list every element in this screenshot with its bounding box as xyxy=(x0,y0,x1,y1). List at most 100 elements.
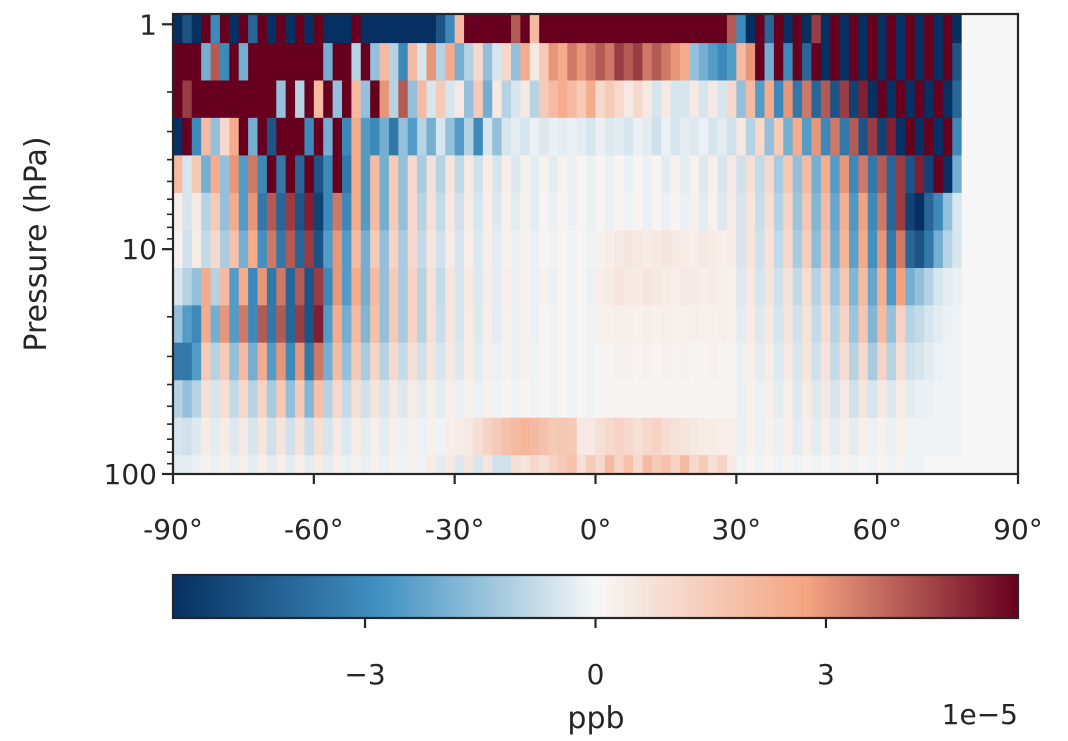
heatmap-cell xyxy=(417,230,428,269)
heatmap-cell xyxy=(680,417,690,456)
heatmap-cell xyxy=(745,117,756,156)
heatmap-cell xyxy=(173,455,183,474)
heatmap-cell xyxy=(933,192,944,231)
heatmap-cell xyxy=(670,14,681,44)
heatmap-cell xyxy=(708,14,719,44)
heatmap-cell xyxy=(210,14,221,44)
heatmap-cell xyxy=(576,117,587,156)
heatmap-cell xyxy=(388,455,399,474)
heatmap-cell xyxy=(576,192,587,231)
heatmap-cell xyxy=(295,267,306,306)
heatmap-cell xyxy=(501,455,512,474)
heatmap-cell xyxy=(370,80,381,119)
heatmap-cell xyxy=(304,80,315,119)
heatmap-cell xyxy=(717,455,728,474)
heatmap-cell xyxy=(773,342,784,381)
heatmap-cell xyxy=(745,80,756,119)
heatmap-cell xyxy=(182,14,193,44)
heatmap-cell xyxy=(482,192,493,231)
heatmap-cell xyxy=(445,305,456,344)
heatmap-cell xyxy=(623,43,634,82)
heatmap-cell xyxy=(961,230,972,269)
heatmap-cell xyxy=(999,267,1010,306)
heatmap-cell xyxy=(191,305,202,344)
heatmap-cell xyxy=(858,417,869,456)
heatmap-cell xyxy=(219,417,230,456)
heatmap-cell xyxy=(229,80,240,119)
heatmap-cell xyxy=(717,230,728,269)
heatmap-cell xyxy=(708,455,719,474)
heatmap-cell xyxy=(323,117,334,156)
heatmap-cell xyxy=(360,417,371,456)
heatmap-cell xyxy=(595,230,606,269)
heatmap-cell xyxy=(464,267,475,306)
heatmap-cell xyxy=(830,192,841,231)
heatmap-cell xyxy=(351,80,362,119)
heatmap-cell xyxy=(295,14,306,44)
heatmap-cell xyxy=(717,155,728,194)
heatmap-cell xyxy=(520,117,531,156)
heatmap-cell xyxy=(764,80,775,119)
colorbar-scale-text: 1e−5 xyxy=(942,698,1018,731)
heatmap-cell xyxy=(764,380,775,419)
heatmap-cell xyxy=(482,14,493,44)
heatmap-cell xyxy=(201,417,212,456)
heatmap-cell xyxy=(792,155,803,194)
heatmap-cell xyxy=(1008,342,1018,381)
heatmap-cell xyxy=(773,230,784,269)
heatmap-cell xyxy=(661,192,672,231)
heatmap-cell xyxy=(473,155,484,194)
heatmap-cell xyxy=(454,417,465,456)
heatmap-cell xyxy=(633,230,644,269)
heatmap-cell xyxy=(811,155,822,194)
heatmap-cell xyxy=(351,417,362,456)
heatmap-cell xyxy=(201,267,212,306)
heatmap-cell xyxy=(435,80,446,119)
heatmap-cell xyxy=(586,230,597,269)
heatmap-cell xyxy=(905,417,916,456)
heatmap-cell xyxy=(417,117,428,156)
heatmap-cell xyxy=(539,117,550,156)
heatmap-cell xyxy=(464,155,475,194)
heatmap-cell xyxy=(529,80,540,119)
heatmap-cell xyxy=(745,192,756,231)
heatmap-cell xyxy=(238,80,249,119)
heatmap-cell xyxy=(867,117,878,156)
heatmap-cell xyxy=(971,117,982,156)
heatmap-cell xyxy=(708,417,719,456)
heatmap-cell xyxy=(614,155,625,194)
x-tick-label: 90° xyxy=(993,513,1043,546)
heatmap-cell xyxy=(219,192,230,231)
heatmap-cell xyxy=(914,14,925,44)
heatmap-cell xyxy=(285,192,296,231)
heatmap-cell xyxy=(689,455,700,474)
heatmap-cell xyxy=(313,342,324,381)
heatmap-cell xyxy=(867,43,878,82)
heatmap-cell xyxy=(473,43,484,82)
heatmap-cell xyxy=(792,43,803,82)
heatmap-cell xyxy=(473,80,484,119)
heatmap-cell xyxy=(567,43,578,82)
heatmap-cell xyxy=(511,230,521,269)
heatmap-cell xyxy=(257,230,268,269)
heatmap-cell xyxy=(248,455,259,474)
heatmap-cell xyxy=(511,342,521,381)
heatmap-cell xyxy=(407,192,418,231)
heatmap-cell xyxy=(501,230,512,269)
heatmap-cell xyxy=(905,43,916,82)
heatmap-cell xyxy=(999,80,1010,119)
heatmap-cell xyxy=(858,192,869,231)
heatmap-cell xyxy=(633,305,644,344)
heatmap-cell xyxy=(229,305,240,344)
heatmap-cell xyxy=(755,305,766,344)
heatmap-cell xyxy=(773,43,784,82)
heatmap-cell xyxy=(257,305,268,344)
heatmap-cell xyxy=(642,342,653,381)
heatmap-cell xyxy=(745,455,756,474)
heatmap-cell xyxy=(173,380,183,419)
heatmap-cell xyxy=(426,192,437,231)
heatmap-cell xyxy=(717,380,728,419)
heatmap-cell xyxy=(548,267,559,306)
heatmap-cell xyxy=(623,455,634,474)
heatmap-cell xyxy=(745,305,756,344)
